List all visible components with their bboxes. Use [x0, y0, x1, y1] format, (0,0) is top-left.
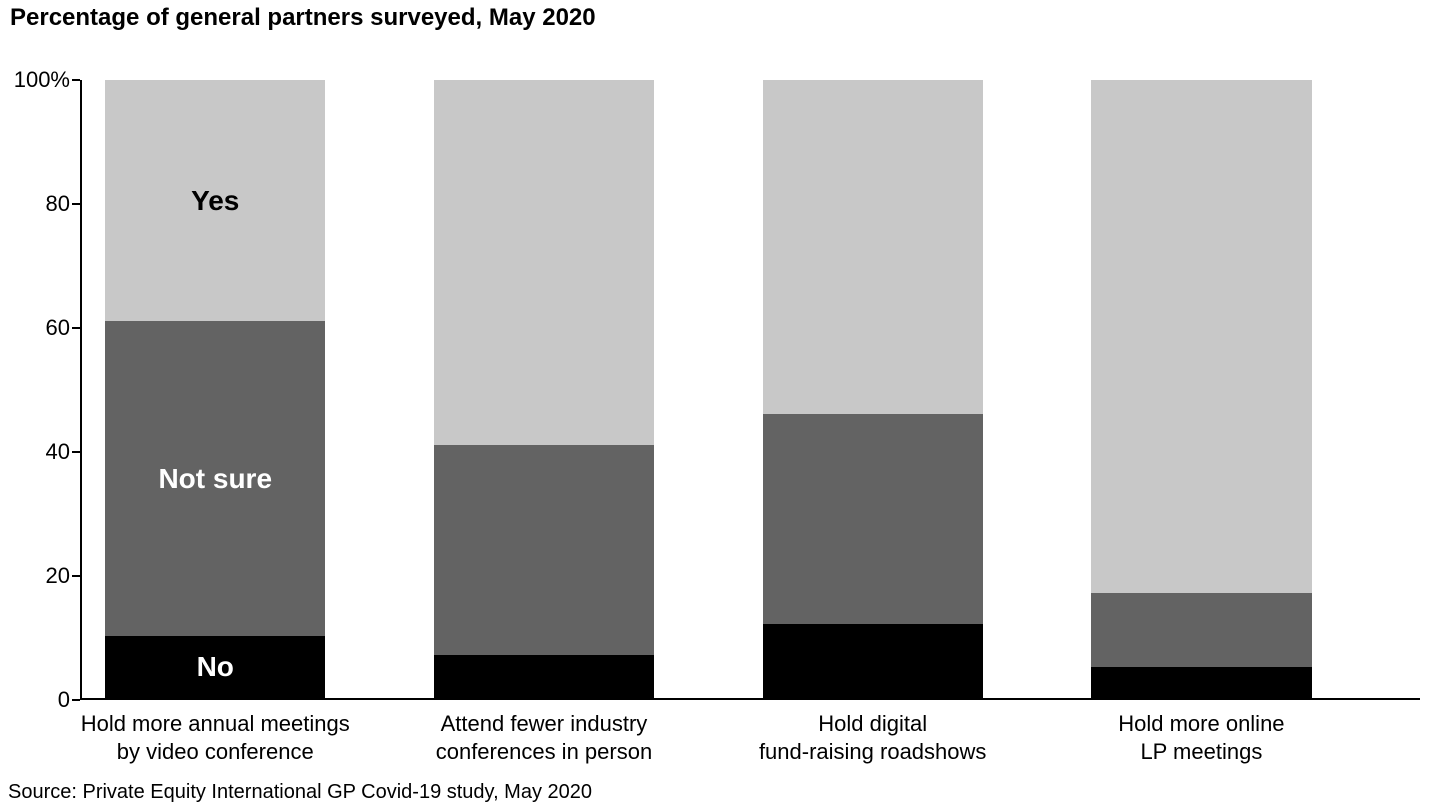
y-tick: [72, 79, 80, 81]
bar-segment-no: [105, 636, 325, 698]
bar-segment-yes: [105, 80, 325, 321]
bar-segment-no: [1091, 667, 1311, 698]
plot-area: NoNot sureYes: [80, 80, 1420, 700]
bar-segment-not_sure: [763, 414, 983, 624]
y-tick: [72, 699, 80, 701]
bar-segment-not_sure: [1091, 593, 1311, 667]
y-tick-label: 80: [10, 191, 70, 217]
bar-group: [434, 80, 654, 698]
bar-group: NoNot sureYes: [105, 80, 325, 698]
chart-source: Source: Private Equity International GP …: [8, 781, 592, 804]
y-tick-label: 100%: [10, 67, 70, 93]
chart-title: Percentage of general partners surveyed,…: [10, 4, 596, 32]
bar-group: [1091, 80, 1311, 698]
bar-segment-yes: [434, 80, 654, 445]
y-tick: [72, 451, 80, 453]
y-tick-label: 20: [10, 563, 70, 589]
bars-container: NoNot sureYes: [80, 80, 1420, 700]
bar-segment-not_sure: [105, 321, 325, 636]
x-category-label: Hold more online LP meetings: [1017, 710, 1386, 765]
y-tick: [72, 203, 80, 205]
bar-segment-no: [763, 624, 983, 698]
bar-group: [763, 80, 983, 698]
x-category-label: Hold more annual meetings by video confe…: [31, 710, 400, 765]
bar-segment-not_sure: [434, 445, 654, 655]
bar-segment-no: [434, 655, 654, 698]
bar-segment-yes: [1091, 80, 1311, 593]
x-category-label: Hold digital fund-raising roadshows: [688, 710, 1057, 765]
y-tick: [72, 327, 80, 329]
stacked-bar-chart: Percentage of general partners surveyed,…: [0, 0, 1440, 810]
y-tick-label: 60: [10, 315, 70, 341]
y-tick-label: 40: [10, 439, 70, 465]
bar-segment-yes: [763, 80, 983, 414]
x-category-label: Attend fewer industry conferences in per…: [360, 710, 729, 765]
y-tick: [72, 575, 80, 577]
